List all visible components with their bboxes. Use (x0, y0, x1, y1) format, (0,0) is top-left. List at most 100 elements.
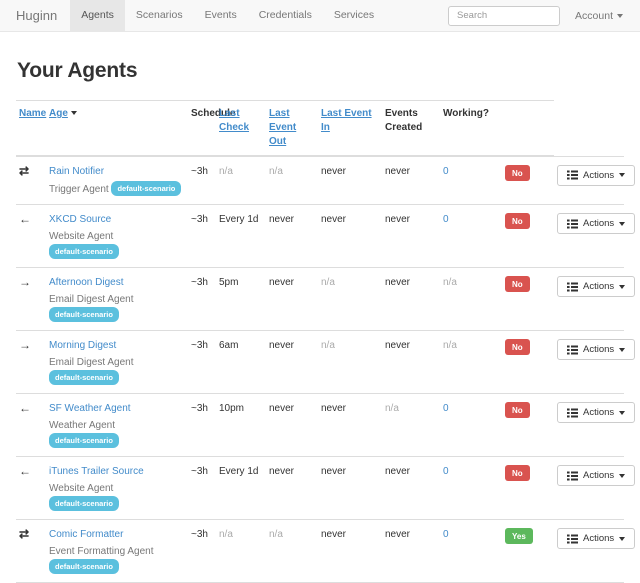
age-cell: ~3h (188, 204, 216, 268)
last-event-out-cell: never (318, 204, 382, 268)
agent-name-link[interactable]: XKCD Source (49, 214, 112, 225)
actions-cell: Actions (554, 393, 636, 457)
column-header-name: Name (16, 100, 47, 157)
arrow-right-icon: → (19, 275, 31, 289)
agent-name-link[interactable]: Comic Formatter (49, 529, 124, 540)
age-cell: ~3h (188, 393, 216, 457)
chevron-down-icon (619, 536, 626, 541)
list-icon (567, 408, 578, 417)
direction-cell: ⇄ (16, 519, 46, 583)
working-status-badge: No (505, 165, 530, 182)
events-count-link[interactable]: 0 (443, 466, 449, 477)
actions-cell: Actions (554, 456, 636, 520)
sort-link-last-event-in[interactable]: Last Event In (321, 108, 372, 133)
chevron-down-icon (619, 473, 626, 478)
age-cell: ~3h (188, 330, 216, 394)
scenario-badge[interactable]: default-scenario (49, 433, 119, 449)
table-header-row: Name Age Schedule Last Check Last Event Out L… (16, 100, 624, 157)
events-count-link[interactable]: 0 (443, 529, 449, 540)
column-header-working-: Working? (440, 100, 502, 157)
actions-button[interactable]: Actions (557, 528, 636, 549)
last-check-cell: never (266, 393, 318, 457)
direction-cell: → (16, 267, 46, 331)
navbar-right: Account (448, 0, 640, 31)
column-header-age: Age (46, 100, 188, 157)
account-menu[interactable]: Account (575, 10, 623, 22)
events-created-cell: n/a (440, 267, 502, 331)
agent-type-label: Website Agent (49, 483, 114, 494)
nav-tab-credentials[interactable]: Credentials (258, 9, 312, 21)
nav-tab-agents[interactable]: Agents (70, 0, 125, 31)
events-count-link[interactable]: 0 (443, 403, 449, 414)
scenario-badge[interactable]: default-scenario (49, 559, 119, 575)
agent-name-link[interactable]: SF Weather Agent (49, 403, 131, 414)
age-cell: ~3h (188, 519, 216, 583)
events-count-link[interactable]: 0 (443, 166, 449, 177)
list-icon (567, 345, 578, 354)
working-status-badge: No (505, 402, 530, 419)
cell-value: n/a (443, 340, 457, 351)
events-created-cell: 0 (440, 155, 502, 205)
last-event-out-cell: never (318, 519, 382, 583)
cell-value: never (269, 277, 295, 288)
agent-name-link[interactable]: iTunes Trailer Source (49, 466, 144, 477)
events-created-cell: n/a (440, 330, 502, 394)
scenario-badge[interactable]: default-scenario (49, 307, 119, 323)
table-row: ← SF Weather Agent Weather Agent default-s… (16, 393, 636, 457)
name-cell: Morning Digest Email Digest Agent default… (46, 330, 188, 394)
search-input[interactable] (448, 5, 561, 26)
schedule-cell: Every 1d (216, 204, 266, 268)
sort-link-name[interactable]: Name (19, 108, 47, 119)
nav-tab-events[interactable]: Events (204, 9, 237, 21)
actions-button[interactable]: Actions (557, 276, 636, 297)
scenario-badge[interactable]: default-scenario (49, 370, 119, 386)
table-row: → Morning Digest Email Digest Agent defaul… (16, 330, 636, 394)
scenario-badge[interactable]: default-scenario (49, 244, 119, 260)
nav-tab-services[interactable]: Services (333, 9, 375, 21)
sort-desc-icon (70, 111, 77, 116)
name-cell: iTunes Trailer Source Website Agent defau… (46, 456, 188, 520)
events-count-link[interactable]: 0 (443, 214, 449, 225)
actions-button-label: Actions (583, 169, 615, 181)
sort-link-last-event-out[interactable]: Last Event Out (269, 108, 297, 147)
cell-value: never (269, 214, 295, 225)
chevron-down-icon (619, 410, 626, 415)
agent-type-and-scenario: Trigger Agent default-scenario (49, 181, 185, 197)
working-status-badge: No (505, 339, 530, 356)
list-icon (567, 471, 578, 480)
arrow-left-icon: ← (19, 212, 31, 226)
actions-button[interactable]: Actions (557, 465, 636, 486)
last-event-in-cell: never (382, 155, 440, 205)
scenario-badge[interactable]: default-scenario (111, 181, 182, 197)
last-event-in-cell: never (382, 330, 440, 394)
actions-button[interactable]: Actions (557, 402, 636, 423)
events-created-cell: 0 (440, 456, 502, 520)
cell-value: never (321, 403, 347, 414)
last-event-out-cell: never (318, 456, 382, 520)
agent-name-link[interactable]: Afternoon Digest (49, 277, 124, 288)
nav-tab-scenarios[interactable]: Scenarios (135, 9, 183, 21)
actions-button[interactable]: Actions (557, 164, 636, 186)
actions-button[interactable]: Actions (557, 339, 636, 360)
cell-value: n/a (321, 340, 335, 351)
sort-link-age[interactable]: Age (49, 108, 68, 119)
scenario-badge[interactable]: default-scenario (49, 496, 119, 512)
agent-type-and-scenario: Website Agent default-scenario (49, 481, 185, 512)
actions-button-label: Actions (583, 344, 615, 355)
agent-name-link[interactable]: Rain Notifier (49, 166, 105, 177)
agents-table: Name Age Schedule Last Check Last Event Out L… (16, 100, 636, 583)
sort-link-last-check[interactable]: Last Check (219, 108, 250, 133)
actions-button[interactable]: Actions (557, 213, 636, 234)
agent-type-label: Event Formatting Agent (49, 546, 154, 557)
cell-value: never (321, 466, 347, 477)
working-cell: No (502, 456, 554, 520)
working-cell: No (502, 393, 554, 457)
last-check-cell: never (266, 456, 318, 520)
exchange-icon: ⇄ (19, 527, 30, 541)
agent-name-link[interactable]: Morning Digest (49, 340, 117, 351)
last-check-cell: n/a (266, 519, 318, 583)
actions-cell: Actions (554, 204, 636, 268)
last-event-out-cell: n/a (318, 330, 382, 394)
brand-huginn[interactable]: Huginn (16, 8, 58, 23)
column-header-last-check: Last Check (216, 100, 266, 157)
